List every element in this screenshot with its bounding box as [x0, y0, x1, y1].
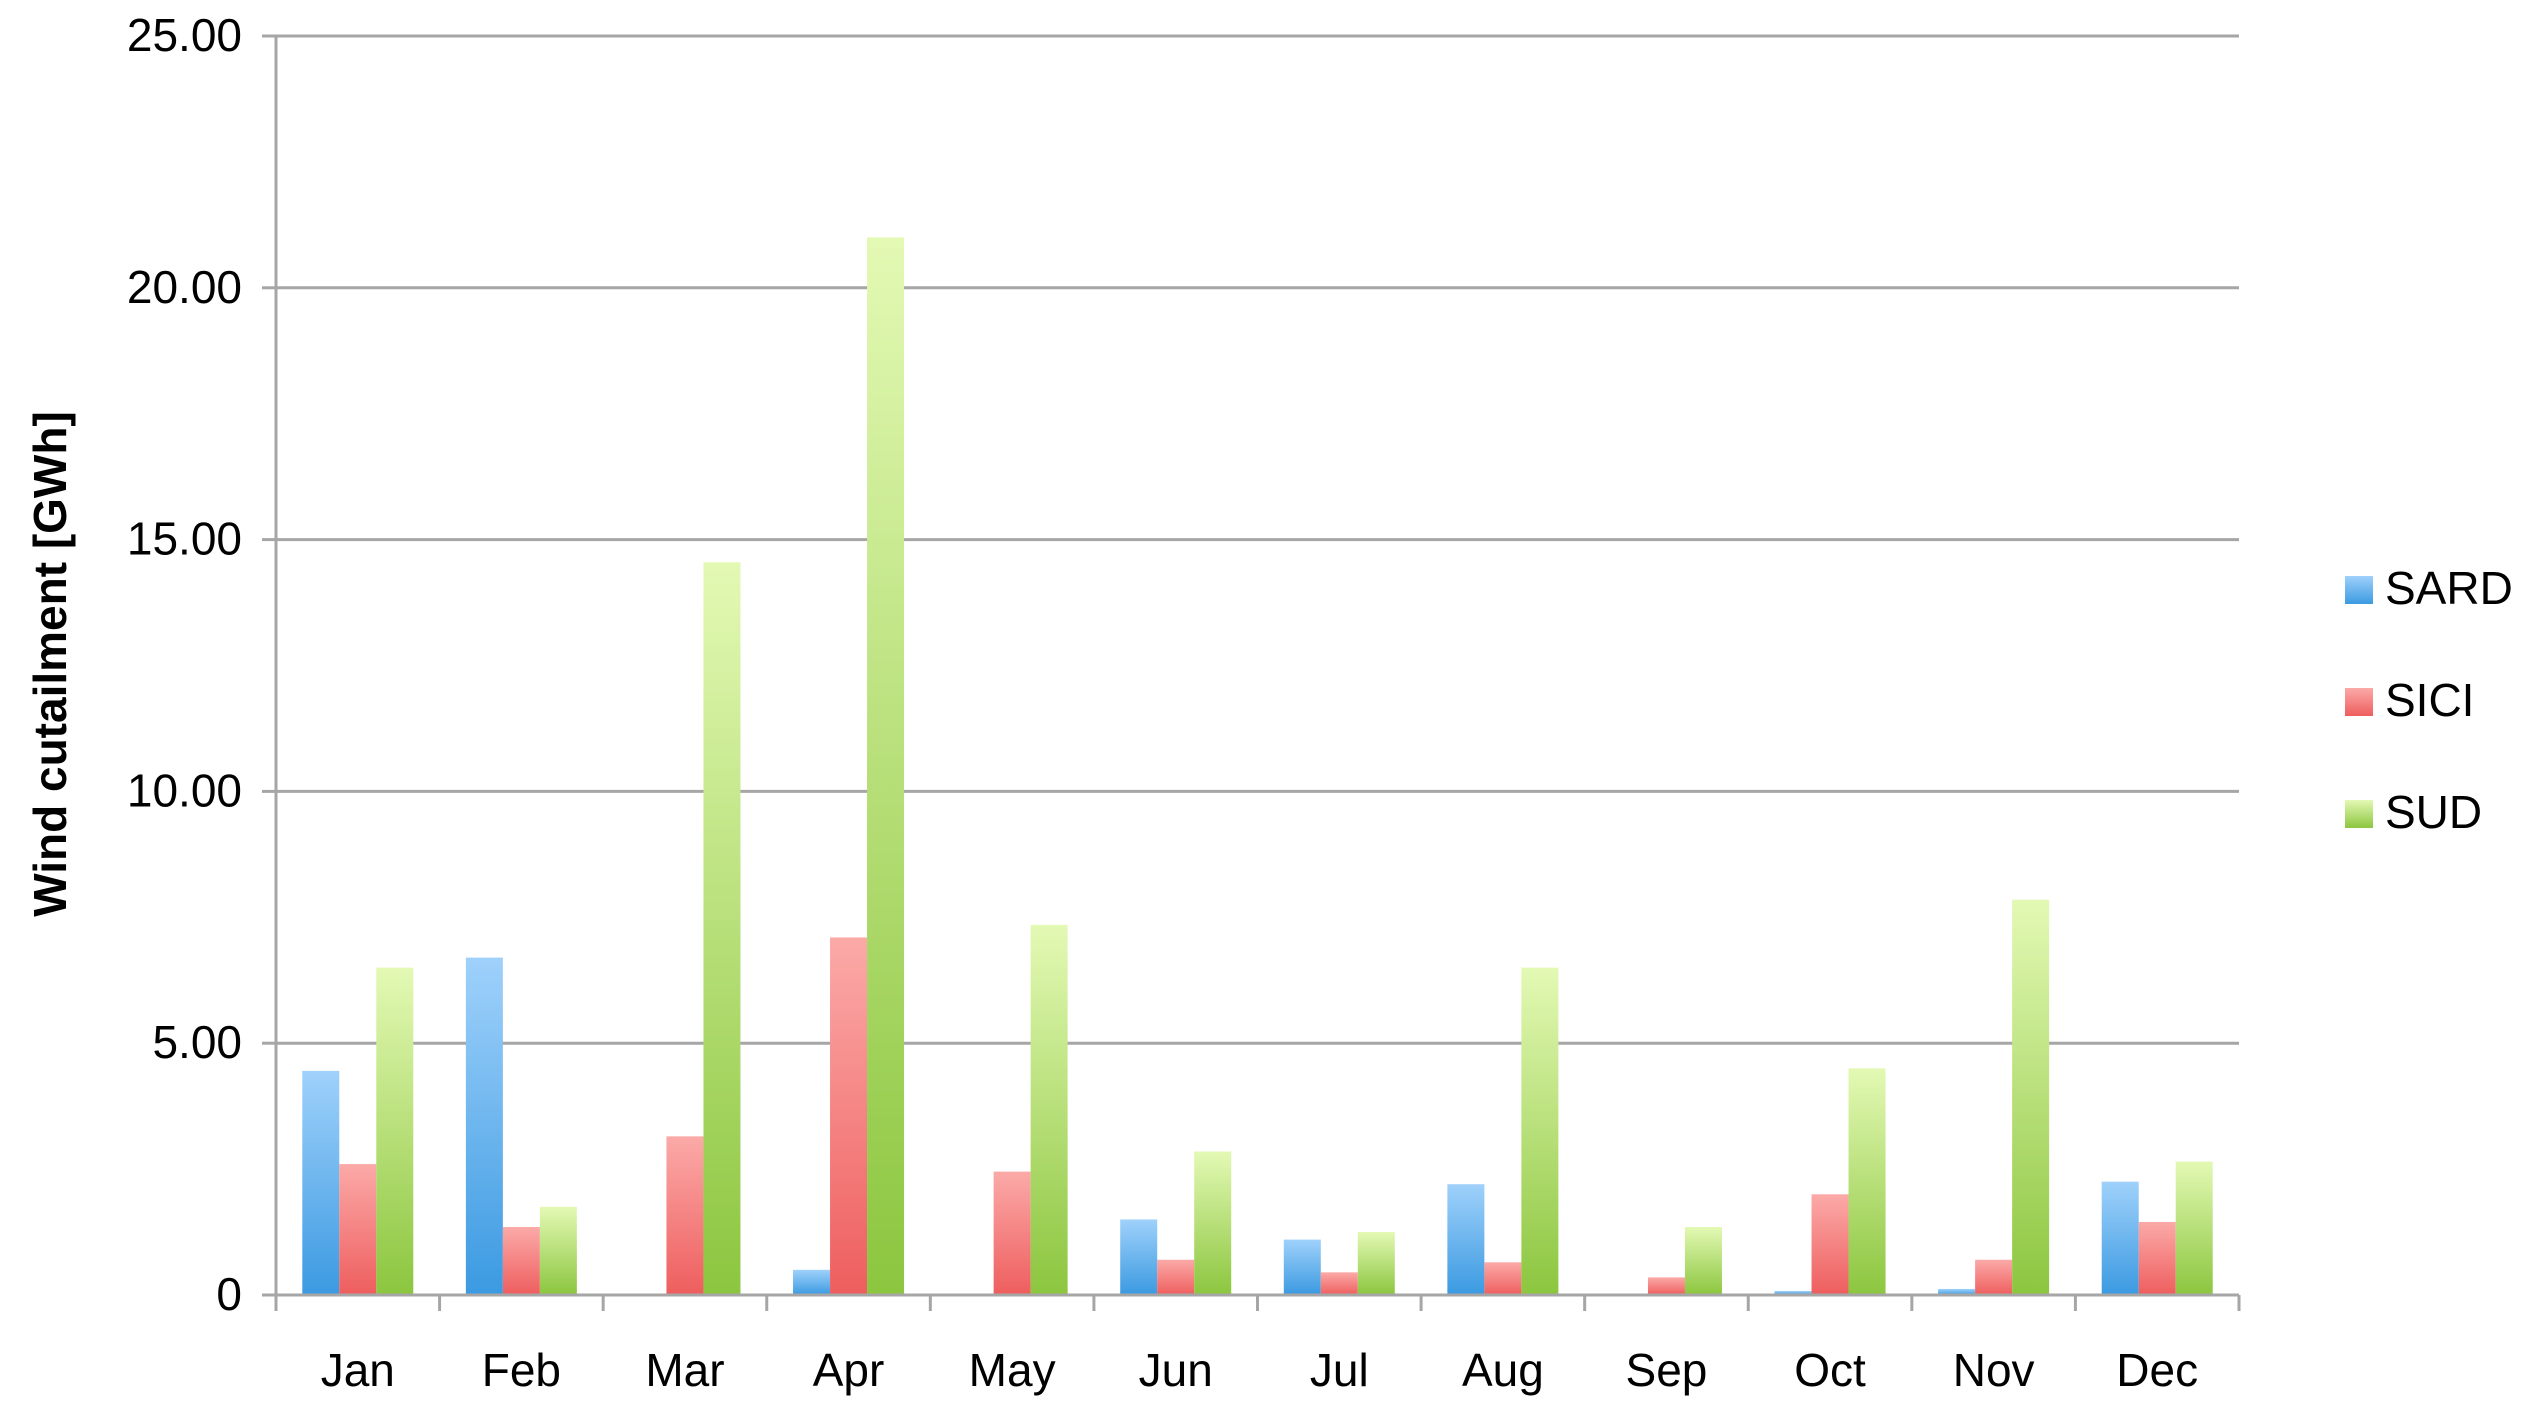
- legend: SARD SICI SUD: [2345, 562, 2513, 838]
- bar-sici-apr: [830, 937, 868, 1295]
- legend-label-sud: SUD: [2385, 786, 2482, 838]
- bar-sici-aug: [1484, 1262, 1522, 1295]
- y-tick-labels: 0 5.00 10.00 15.00 20.00 25.00: [127, 9, 242, 1320]
- bar-sici-jan: [339, 1164, 377, 1295]
- bar-sud-jun: [1194, 1151, 1232, 1295]
- bar-sard-jun: [1120, 1219, 1158, 1295]
- gridlines: [276, 34, 2239, 1045]
- bar-sici-mar: [666, 1136, 704, 1295]
- x-tick-label-dec: Dec: [2116, 1344, 2198, 1396]
- x-tick-label-aug: Aug: [1462, 1344, 1544, 1396]
- bar-sard-apr: [793, 1269, 831, 1295]
- bar-sud-nov: [2012, 899, 2050, 1295]
- bar-sud-feb: [539, 1206, 577, 1295]
- bar-sard-oct: [1774, 1290, 1812, 1295]
- x-tick-labels: Jan Feb Mar Apr May Jun Jul Aug Sep Oct Nov Dec: [321, 1344, 2198, 1396]
- bar-sud-sep: [1684, 1227, 1722, 1295]
- x-tick-label-nov: Nov: [1953, 1344, 2035, 1396]
- bar-sud-aug: [1521, 967, 1559, 1295]
- bar-sud-apr: [867, 237, 905, 1296]
- bar-sud-dec: [2175, 1161, 2213, 1295]
- bar-sard-dec: [2101, 1181, 2139, 1295]
- legend-label-sard: SARD: [2385, 562, 2513, 614]
- x-tick-label-oct: Oct: [1794, 1344, 1866, 1396]
- x-tick-label-sep: Sep: [1626, 1344, 1708, 1396]
- x-tick-label-feb: Feb: [482, 1344, 561, 1396]
- y-tick-label: 10.00: [127, 764, 242, 816]
- x-tick-label-jul: Jul: [1310, 1344, 1369, 1396]
- bar-sard-jan: [302, 1070, 340, 1295]
- axes: [262, 34, 2241, 1311]
- bar-sici-dec: [2138, 1221, 2176, 1295]
- x-tick-label-jun: Jun: [1139, 1344, 1213, 1396]
- y-axis-title: Wind cutailment [GWh]: [24, 411, 76, 917]
- bar-sud-mar: [703, 562, 741, 1295]
- x-tick-label-jan: Jan: [321, 1344, 395, 1396]
- bar-sard-nov: [1938, 1288, 1976, 1295]
- bar-sici-jun: [1157, 1259, 1195, 1295]
- bar-sici-oct: [1811, 1194, 1849, 1295]
- legend-swatch-sud: [2345, 800, 2373, 828]
- bar-sici-may: [993, 1171, 1031, 1295]
- y-tick-label: 0: [216, 1268, 242, 1320]
- bar-sud-may: [1030, 924, 1068, 1295]
- y-tick-label: 15.00: [127, 513, 242, 565]
- y-tick-label: 25.00: [127, 9, 242, 61]
- bar-sud-jan: [376, 967, 414, 1295]
- legend-swatch-sici: [2345, 688, 2373, 716]
- x-tick-label-may: May: [969, 1344, 1056, 1396]
- bar-sud-jul: [1357, 1232, 1395, 1295]
- y-tick-label: 5.00: [152, 1016, 242, 1068]
- bar-sici-sep: [1647, 1277, 1685, 1295]
- bar-sici-nov: [1975, 1259, 2013, 1295]
- x-tick-label-mar: Mar: [645, 1344, 724, 1396]
- bar-sici-jul: [1320, 1272, 1358, 1295]
- bar-sici-feb: [502, 1227, 540, 1295]
- x-tick-label-apr: Apr: [813, 1344, 885, 1396]
- bar-sard-jul: [1283, 1239, 1321, 1295]
- bar-sard-aug: [1447, 1184, 1485, 1295]
- bars: [302, 237, 2213, 1296]
- legend-label-sici: SICI: [2385, 674, 2474, 726]
- bar-sud-oct: [1848, 1068, 1886, 1295]
- y-tick-label: 20.00: [127, 261, 242, 313]
- bar-sard-feb: [465, 957, 503, 1295]
- legend-swatch-sard: [2345, 576, 2373, 604]
